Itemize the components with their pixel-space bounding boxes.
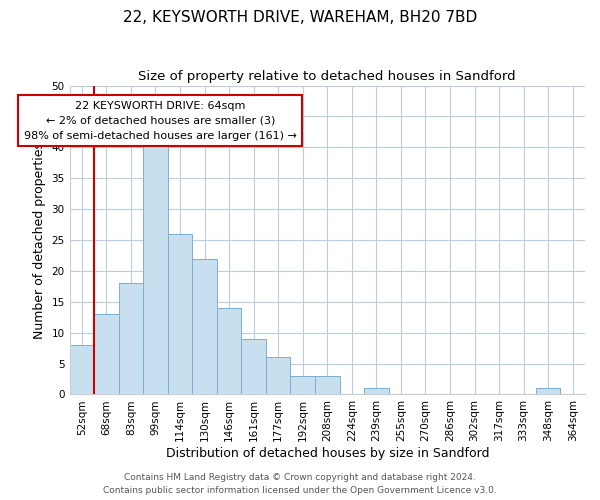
Bar <box>364 388 389 394</box>
Bar <box>290 376 315 394</box>
Bar <box>94 314 119 394</box>
X-axis label: Distribution of detached houses by size in Sandford: Distribution of detached houses by size … <box>166 447 489 460</box>
Bar <box>119 284 143 395</box>
Text: 22, KEYSWORTH DRIVE, WAREHAM, BH20 7BD: 22, KEYSWORTH DRIVE, WAREHAM, BH20 7BD <box>123 10 477 25</box>
Y-axis label: Number of detached properties: Number of detached properties <box>33 142 46 338</box>
Bar <box>241 339 266 394</box>
Bar <box>217 308 241 394</box>
Bar <box>266 358 290 395</box>
Title: Size of property relative to detached houses in Sandford: Size of property relative to detached ho… <box>139 70 516 83</box>
Bar <box>192 258 217 394</box>
Text: 22 KEYSWORTH DRIVE: 64sqm
← 2% of detached houses are smaller (3)
98% of semi-de: 22 KEYSWORTH DRIVE: 64sqm ← 2% of detach… <box>24 101 297 140</box>
Bar <box>70 345 94 395</box>
Bar <box>315 376 340 394</box>
Text: Contains HM Land Registry data © Crown copyright and database right 2024.
Contai: Contains HM Land Registry data © Crown c… <box>103 474 497 495</box>
Bar <box>143 141 167 395</box>
Bar <box>536 388 560 394</box>
Bar <box>167 234 192 394</box>
